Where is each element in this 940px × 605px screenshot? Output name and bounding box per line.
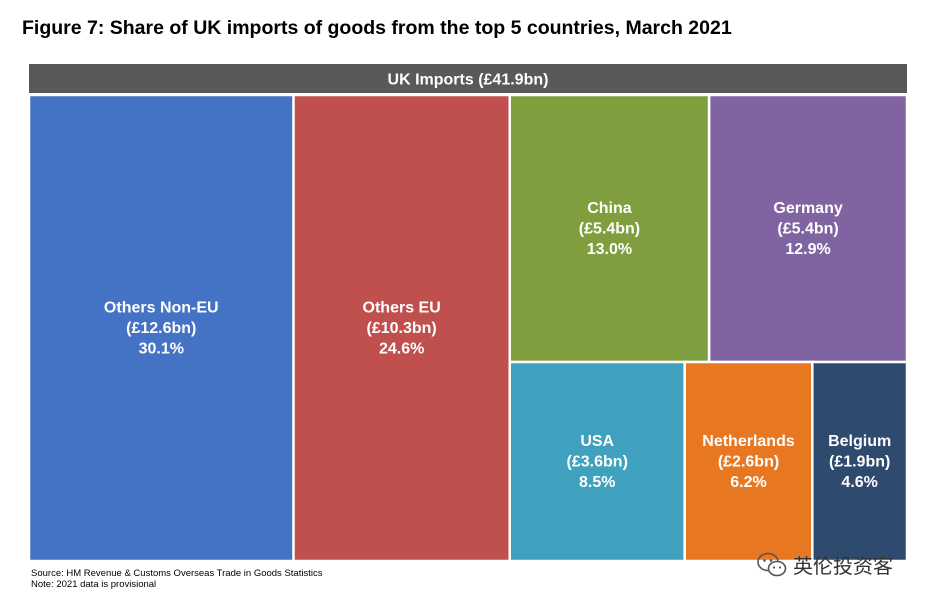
tile-belgium: Belgium (£1.9bn) 4.6% [811, 360, 909, 563]
tile-value-germany: (£5.4bn) [777, 221, 838, 238]
treemap-chart: UK Imports (£41.9bn) Others Non-EU (£12.6b… [27, 64, 909, 563]
tile-value-netherlands: (£2.6bn) [718, 454, 779, 471]
tile-usa: USA (£3.6bn) 8.5% [508, 360, 686, 563]
tile-value-others-eu: (£10.3bn) [367, 320, 437, 337]
tile-germany: Germany (£5.4bn) 12.9% [707, 93, 909, 364]
tile-rect-belgium [811, 360, 909, 563]
tile-netherlands: Netherlands (£2.6bn) 6.2% [683, 360, 814, 563]
tile-value-belgium: (£1.9bn) [829, 454, 890, 471]
tile-name-others-eu: Others EU [363, 300, 441, 317]
chart-title: Figure 7: Share of UK imports of goods f… [22, 17, 732, 39]
treemap-header-bar [29, 64, 907, 93]
tile-rect-others-non-eu [27, 93, 295, 563]
tile-share-usa: 8.5% [579, 474, 615, 491]
tile-share-others-eu: 24.6% [379, 341, 424, 358]
tile-value-china: (£5.4bn) [579, 221, 640, 238]
tile-others-eu: Others EU (£10.3bn) 24.6% [292, 93, 511, 563]
tile-others-non-eu: Others Non-EU (£12.6bn) 30.1% [27, 93, 295, 563]
tile-share-germany: 12.9% [785, 241, 830, 258]
tile-share-netherlands: 6.2% [730, 474, 766, 491]
note-line: Note: 2021 data is provisional [31, 579, 157, 590]
tile-name-netherlands: Netherlands [702, 433, 795, 450]
tile-value-others-non-eu: (£12.6bn) [126, 320, 196, 337]
watermark-text: 英伦投资客 [793, 554, 893, 578]
tile-rect-netherlands [683, 360, 814, 563]
tile-name-others-non-eu: Others Non-EU [104, 300, 219, 317]
watermark: 英伦投资客 [757, 550, 893, 579]
tile-name-germany: Germany [773, 200, 842, 217]
tile-share-others-non-eu: 30.1% [139, 341, 184, 358]
tile-china: China (£5.4bn) 13.0% [508, 93, 711, 364]
source-line: Source: HM Revenue & Customs Overseas Tr… [31, 568, 323, 579]
tile-name-belgium: Belgium [828, 433, 891, 450]
tile-share-china: 13.0% [587, 241, 632, 258]
treemap-header-label: UK Imports (£41.9bn) [388, 72, 549, 89]
tile-name-china: China [587, 200, 632, 217]
tile-share-belgium: 4.6% [841, 474, 877, 491]
tile-rect-usa [508, 360, 686, 563]
source-notes: Source: HM Revenue & Customs Overseas Tr… [31, 568, 322, 590]
tile-value-usa: (£3.6bn) [567, 454, 628, 471]
wechat-icon [757, 552, 787, 576]
tile-name-usa: USA [580, 433, 614, 450]
